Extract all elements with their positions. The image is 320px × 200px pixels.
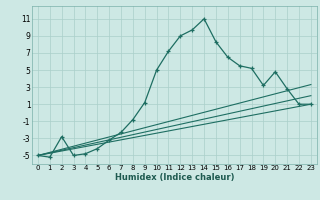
X-axis label: Humidex (Indice chaleur): Humidex (Indice chaleur) [115,173,234,182]
